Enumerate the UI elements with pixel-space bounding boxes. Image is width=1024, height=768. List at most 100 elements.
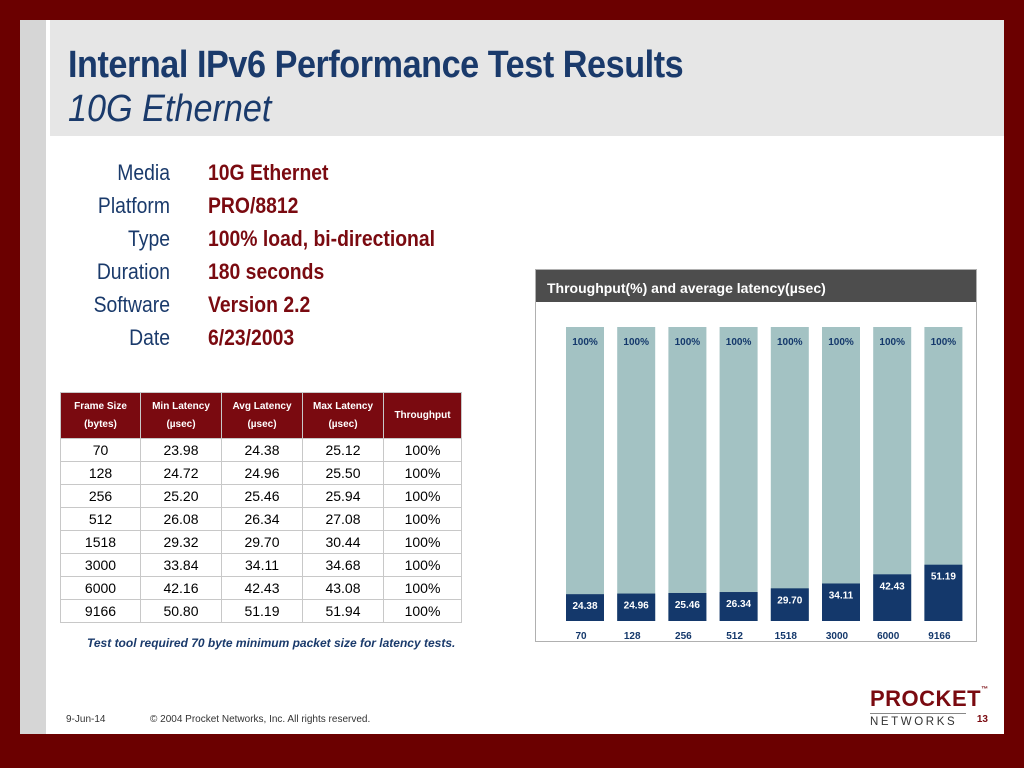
throughput-label: 100% [623,337,649,348]
table-cell: 24.72 [140,461,222,485]
latency-label: 29.70 [777,595,802,606]
table-cell: 50.80 [140,599,222,623]
table-cell: 24.38 [221,438,303,462]
throughput-bar [617,327,656,621]
table-row: 128 24.72 24.96 25.50 100% [60,461,462,485]
throughput-label: 100% [828,337,854,348]
x-tick-label: 256 [675,631,692,642]
table-row: 1518 29.32 29.70 30.44 100% [60,530,462,554]
x-tick-label: 6000 [877,631,900,642]
info-row-media: Media 10G Ethernet [70,156,466,189]
latency-bar [719,592,758,621]
latency-label: 51.19 [931,572,956,583]
info-value: 10G Ethernet [208,159,329,185]
info-row-duration: Duration 180 seconds [70,255,466,288]
info-label: Type [128,225,170,251]
table-cell: 51.94 [302,599,384,623]
header-line: (µsec) [247,418,277,430]
info-value: 180 seconds [208,258,325,284]
latency-label: 42.43 [880,581,905,592]
table-cell: 25.94 [302,484,384,508]
latency-bar [566,594,604,621]
info-value: Version 2.2 [208,291,311,317]
chart-panel: Throughput(%) and average latency(µsec) … [535,269,977,642]
latency-label: 34.11 [829,590,854,601]
table-cell: 30.44 [302,530,384,554]
table-cell: 1518 [60,530,141,554]
table-cell: 100% [383,461,462,485]
throughput-bar [668,327,707,621]
table-cell: 51.19 [221,599,303,623]
header-line: Min Latency [152,400,210,412]
logo-wordmark: PROCKET™ [870,686,989,712]
latency-label: 25.46 [675,600,700,611]
throughput-label: 100% [777,337,803,348]
column-header-max-latency: Max Latency (µsec) [302,392,384,439]
throughput-bar [770,327,809,621]
procket-logo: PROCKET™ NETWORKS [870,686,989,728]
info-row-type: Type 100% load, bi-directional [70,222,466,255]
table-cell: 100% [383,484,462,508]
info-label: Software [93,291,170,317]
footer-copyright: © 2004 Procket Networks, Inc. All rights… [150,714,371,725]
latency-bar [873,574,912,621]
table-cell: 25.46 [221,484,303,508]
table-cell: 24.96 [221,461,303,485]
table-row: 6000 42.16 42.43 43.08 100% [60,576,462,600]
x-tick-label: 70 [575,631,587,642]
table-cell: 25.12 [302,438,384,462]
footer-date: 9-Jun-14 [66,714,106,725]
header-line: (bytes) [84,418,117,430]
x-tick-label: 512 [726,631,743,642]
column-header-avg-latency: Avg Latency (µsec) [221,392,303,439]
table-cell: 42.16 [140,576,222,600]
slide-subtitle: 10G Ethernet [68,88,272,130]
header-line: (µsec) [166,418,196,430]
throughput-bar [873,327,912,621]
throughput-bar [822,327,860,621]
table-header-row: Frame Size (bytes) Min Latency (µsec) Avg … [60,392,462,439]
latency-label: 24.38 [572,601,597,612]
table-cell: 26.08 [140,507,222,531]
table-cell: 29.70 [221,530,303,554]
table-cell: 3000 [60,553,141,577]
header-line: Frame Size [74,400,127,412]
page-number: 13 [976,714,988,725]
results-table: Frame Size (bytes) Min Latency (µsec) Avg … [60,392,462,623]
column-header-frame-size: Frame Size (bytes) [60,392,141,439]
latency-bar [617,593,656,621]
table-cell: 42.43 [221,576,303,600]
table-cell: 100% [383,438,462,462]
throughput-label: 100% [726,337,752,348]
table-cell: 34.11 [221,553,303,577]
table-row: 9166 50.80 51.19 51.94 100% [60,599,462,623]
table-cell: 43.08 [302,576,384,600]
table-row: 512 26.08 26.34 27.08 100% [60,507,462,531]
test-info: Media 10G Ethernet Platform PRO/8812 Typ… [70,156,466,354]
latency-label: 24.96 [624,601,649,612]
info-row-software: Software Version 2.2 [70,288,466,321]
info-label: Duration [96,258,170,284]
table-cell: 26.34 [221,507,303,531]
throughput-label: 100% [879,337,905,348]
title-band [20,20,1004,136]
x-tick-label: 1518 [775,631,798,642]
header-line: Avg Latency [232,400,292,412]
info-label: Media [117,159,170,185]
throughput-label: 100% [675,337,701,348]
throughput-label: 100% [931,337,957,348]
info-row-date: Date 6/23/2003 [70,321,466,354]
latency-label: 26.34 [726,599,751,610]
info-label: Date [129,324,170,350]
table-cell: 29.32 [140,530,222,554]
left-stripe-gap [46,20,50,734]
latency-bar [668,592,707,621]
table-cell: 23.98 [140,438,222,462]
table-row: 3000 33.84 34.11 34.68 100% [60,553,462,577]
table-cell: 100% [383,599,462,623]
column-header-throughput: Throughput [383,392,462,439]
slide: Internal IPv6 Performance Test Results 1… [20,20,1004,734]
table-cell: 9166 [60,599,141,623]
logo-rule [870,713,966,714]
table-cell: 6000 [60,576,141,600]
